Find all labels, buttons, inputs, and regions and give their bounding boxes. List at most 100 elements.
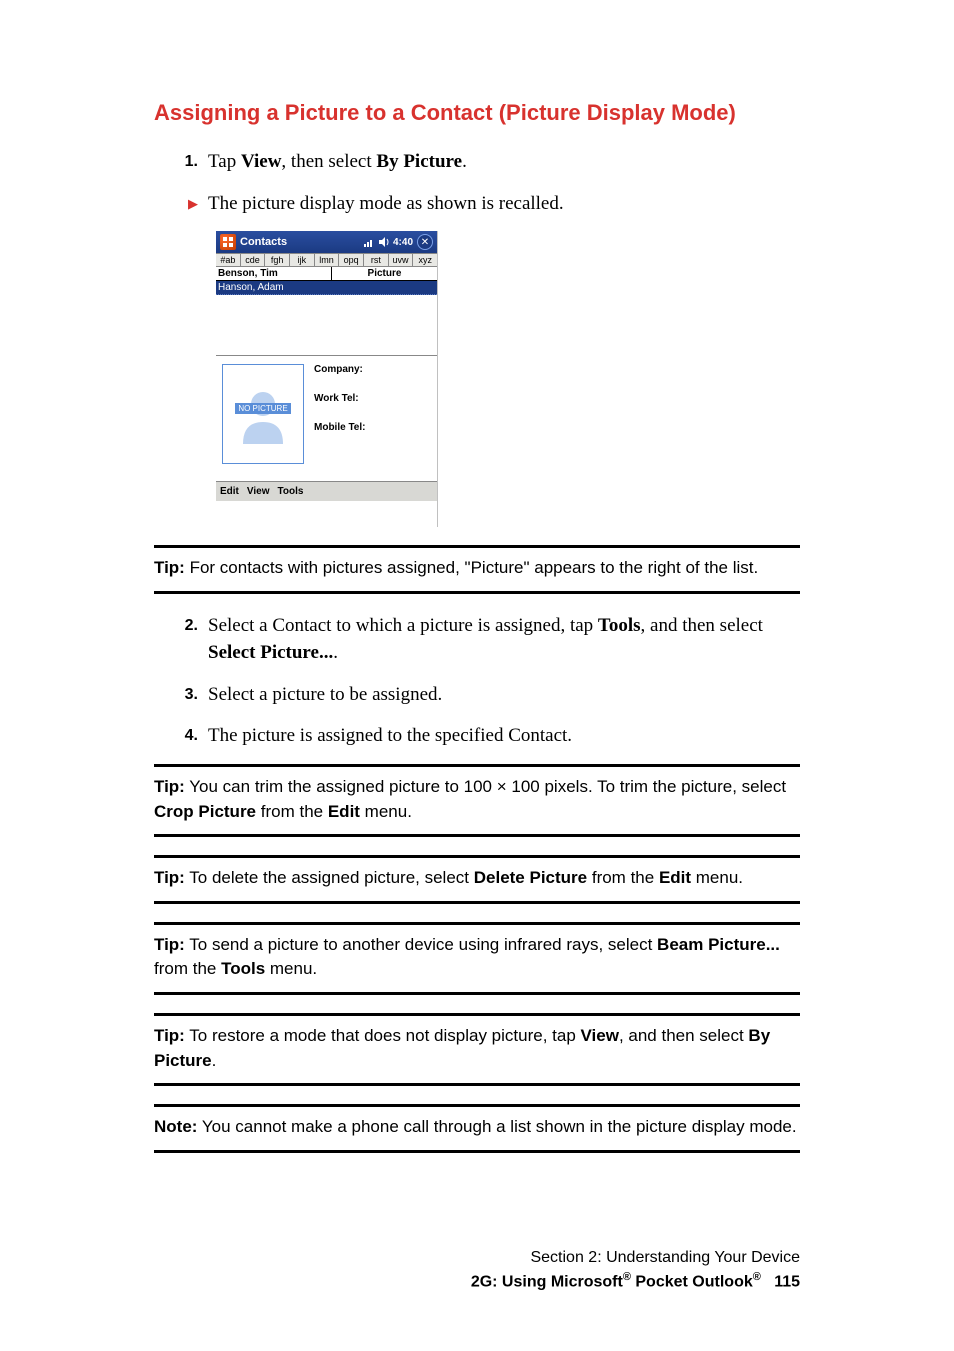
list-header: Benson, Tim Picture	[216, 267, 437, 281]
bold-text: By Picture	[376, 151, 462, 172]
triangle-icon: ▶	[174, 190, 198, 218]
step-text: Select a picture to be assigned.	[208, 681, 800, 709]
pda-time: 4:40	[393, 237, 413, 248]
alpha-tab[interactable]: fgh	[265, 253, 290, 266]
alpha-tab[interactable]: uvw	[389, 253, 414, 266]
footer-section: Section 2: Understanding Your Device	[471, 1249, 800, 1267]
tip-text: from the	[154, 959, 221, 978]
alpha-tabs: #ab cde fgh ijk lmn opq rst uvw xyz	[216, 253, 437, 267]
no-picture-label: NO PICTURE	[235, 403, 290, 414]
bold-text: View	[241, 151, 281, 172]
bold-text: Select Picture...	[208, 642, 333, 663]
pda-titlebar: Contacts 4:40 ✕	[216, 231, 437, 253]
tip-text: from the	[256, 802, 328, 821]
contact-list: Hanson, Adam	[216, 281, 437, 355]
alpha-tab[interactable]: cde	[241, 253, 266, 266]
alpha-tab[interactable]: rst	[364, 253, 389, 266]
pda-menubar: Edit View Tools	[216, 481, 437, 501]
close-icon[interactable]: ✕	[417, 234, 433, 250]
tip-text: ×	[497, 777, 507, 796]
pda-status: 4:40	[363, 236, 413, 248]
pda-title-text: Contacts	[240, 236, 363, 248]
step-2: 2. Select a Contact to which a picture i…	[174, 612, 800, 667]
contact-info: Company: Work Tel: Mobile Tel:	[304, 364, 431, 473]
bold-text: Beam Picture...	[657, 935, 780, 954]
tip-text: , and then select	[619, 1026, 748, 1045]
note-label: Note:	[154, 1117, 197, 1136]
step-number: 2.	[174, 612, 198, 667]
step-3: 3. Select a picture to be assigned.	[174, 681, 800, 709]
text: Tap	[208, 151, 241, 172]
footer-text: 2G: Using Microsoft	[471, 1273, 623, 1290]
footer-chapter: 2G: Using Microsoft® Pocket Outlook® 115	[471, 1271, 800, 1291]
tip-text: menu.	[360, 802, 412, 821]
page: Assigning a Picture to a Contact (Pictur…	[0, 0, 954, 1351]
tip-box-5: Tip: To restore a mode that does not dis…	[154, 1013, 800, 1086]
tip-text: menu.	[265, 959, 317, 978]
text: , then select	[281, 151, 376, 172]
reg-mark: ®	[623, 1271, 631, 1283]
contact-row-selected[interactable]: Hanson, Adam	[216, 281, 437, 295]
alpha-tab[interactable]: opq	[339, 253, 364, 266]
text: , and then select	[641, 615, 763, 636]
signal-icon	[363, 236, 375, 248]
page-number: 115	[774, 1273, 800, 1290]
contact-detail: NO PICTURE Company: Work Tel: Mobile Tel…	[216, 355, 437, 481]
step-4: 4. The picture is assigned to the specif…	[174, 722, 800, 750]
company-label: Company:	[314, 364, 431, 375]
col-picture: Picture	[332, 267, 437, 280]
bold-text: Delete Picture	[474, 868, 587, 887]
step-text: The picture is assigned to the specified…	[208, 722, 800, 750]
bold-text: Edit	[659, 868, 691, 887]
tip-box-4: Tip: To send a picture to another device…	[154, 922, 800, 995]
bullet-item: ▶ The picture display mode as shown is r…	[174, 190, 800, 218]
tip-box-2: Tip: You can trim the assigned picture t…	[154, 764, 800, 837]
tip-text: from the	[587, 868, 659, 887]
start-icon[interactable]	[220, 234, 236, 250]
note-text: You cannot make a phone call through a l…	[197, 1117, 796, 1136]
tip-label: Tip:	[154, 558, 185, 577]
bold-text: Tools	[598, 615, 641, 636]
tip-text: menu.	[691, 868, 743, 887]
alpha-tab[interactable]: ijk	[290, 253, 315, 266]
bold-text: Edit	[328, 802, 360, 821]
contacts-screenshot: Contacts 4:40 ✕ #ab cde fgh ijk lmn opq …	[216, 231, 438, 527]
tip-label: Tip:	[154, 868, 185, 887]
tip-text: .	[212, 1051, 217, 1070]
tip-text: You can trim the assigned picture to 100	[185, 777, 497, 796]
no-picture-box[interactable]: NO PICTURE	[222, 364, 304, 464]
menu-tools[interactable]: Tools	[278, 486, 304, 497]
mobiletel-label: Mobile Tel:	[314, 422, 431, 433]
text: .	[333, 642, 338, 663]
tip-text: For contacts with pictures assigned, "Pi…	[185, 558, 758, 577]
tip-text: To delete the assigned picture, select	[185, 868, 474, 887]
alpha-tab[interactable]: lmn	[315, 253, 340, 266]
alpha-tab[interactable]: #ab	[216, 253, 241, 266]
bold-text: View	[581, 1026, 619, 1045]
tip-box-1: Tip: For contacts with pictures assigned…	[154, 545, 800, 594]
bold-text: Crop Picture	[154, 802, 256, 821]
section-heading: Assigning a Picture to a Contact (Pictur…	[154, 100, 800, 126]
tip-text: To send a picture to another device usin…	[185, 935, 657, 954]
alpha-tab[interactable]: xyz	[413, 253, 437, 266]
col-name: Benson, Tim	[216, 267, 332, 280]
step-number: 3.	[174, 681, 198, 709]
text: Select a Contact to which a picture is a…	[208, 615, 598, 636]
menu-edit[interactable]: Edit	[220, 486, 239, 497]
step-list-1: 1. Tap View, then select By Picture. ▶ T…	[154, 148, 800, 217]
note-box: Note: You cannot make a phone call throu…	[154, 1104, 800, 1153]
tip-box-3: Tip: To delete the assigned picture, sel…	[154, 855, 800, 904]
step-number: 1.	[174, 148, 198, 176]
step-text: Tap View, then select By Picture.	[208, 148, 800, 176]
footer-text: Pocket Outlook	[631, 1273, 753, 1290]
tip-label: Tip:	[154, 777, 185, 796]
step-text: Select a Contact to which a picture is a…	[208, 612, 800, 667]
menu-view[interactable]: View	[247, 486, 270, 497]
bold-text: Tools	[221, 959, 265, 978]
tip-label: Tip:	[154, 1026, 185, 1045]
tip-text: 100 pixels. To trim the picture, select	[507, 777, 786, 796]
step-list-2: 2. Select a Contact to which a picture i…	[154, 612, 800, 750]
page-footer: Section 2: Understanding Your Device 2G:…	[471, 1249, 800, 1291]
bullet-text: The picture display mode as shown is rec…	[208, 190, 800, 218]
tip-text: To restore a mode that does not display …	[185, 1026, 581, 1045]
